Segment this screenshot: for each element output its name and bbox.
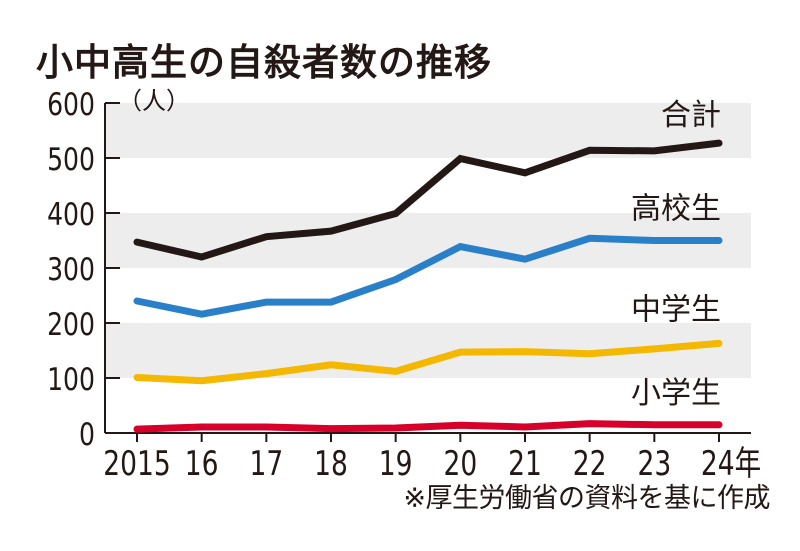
y-unit-label: （人） (118, 87, 190, 115)
y-tick-label: 600 (47, 87, 95, 123)
series-line-3 (133, 339, 723, 385)
series-label: 中学生 (631, 292, 721, 327)
x-tick-label: 24年 (701, 445, 761, 484)
source-note: ※厚生労働省の資料を基に作成 (403, 483, 770, 514)
x-tick-label: 23 (637, 445, 671, 484)
x-tick-label: 18 (314, 445, 348, 484)
y-tick-label: 0 (79, 417, 95, 453)
y-tick-label: 400 (47, 197, 95, 233)
series-label: 合計 (661, 98, 721, 133)
x-axis-ticks: 2015 16 17 18 19 20 21 22 23 24年 (103, 433, 761, 484)
series-label: 小学生 (631, 376, 721, 411)
x-tick-label: 22 (573, 445, 607, 484)
chart-title: 小中高生の自殺者数の推移 (36, 41, 492, 84)
y-tick-label: 300 (47, 252, 95, 288)
x-tick-label: 17 (249, 445, 283, 484)
y-tick-label: 200 (47, 307, 95, 343)
y-tick-label: 100 (47, 362, 95, 398)
x-tick-label: 19 (379, 445, 413, 484)
x-tick-label: 20 (443, 445, 477, 484)
x-tick-label: 21 (508, 445, 542, 484)
y-axis-ticks: 0 100 200 300 400 500 600 (47, 87, 120, 453)
x-tick-label: 16 (185, 445, 219, 484)
series-line-1 (133, 139, 723, 261)
x-tick-label: 2015 (103, 445, 170, 484)
series-label: 高校生 (631, 192, 721, 227)
series-lines (133, 139, 723, 433)
series-line-2 (133, 234, 723, 318)
series-line-4 (133, 420, 723, 433)
y-tick-label: 500 (47, 142, 95, 178)
